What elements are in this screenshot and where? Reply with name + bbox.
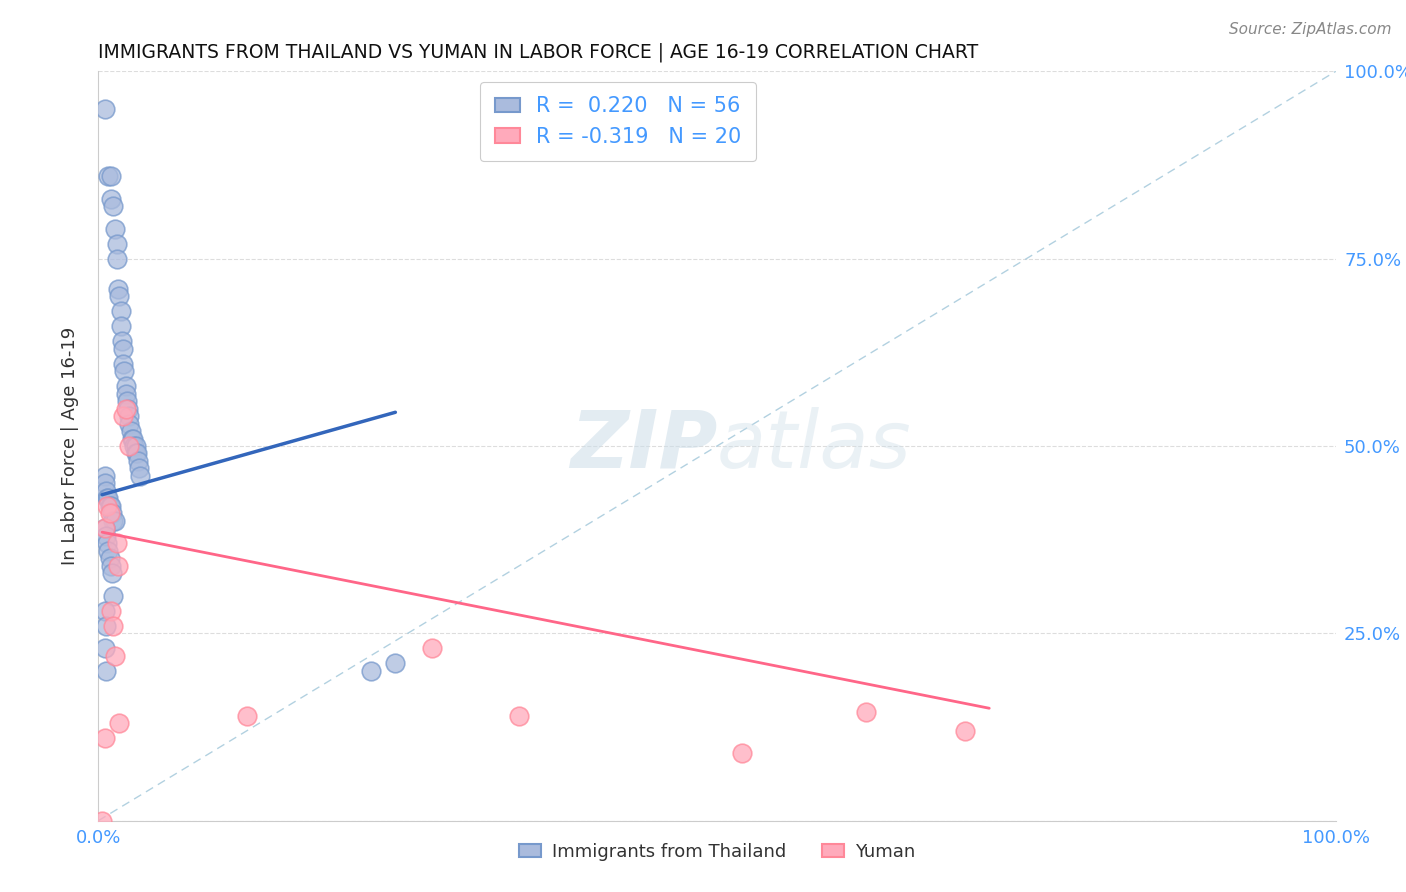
Point bbox=[118, 439, 141, 453]
Point bbox=[118, 409, 141, 423]
Point bbox=[101, 566, 124, 581]
Text: IMMIGRANTS FROM THAILAND VS YUMAN IN LABOR FORCE | AGE 16-19 CORRELATION CHART: IMMIGRANTS FROM THAILAND VS YUMAN IN LAB… bbox=[98, 43, 979, 62]
Point bbox=[93, 521, 115, 535]
Y-axis label: In Labor Force | Age 16-19: In Labor Force | Age 16-19 bbox=[60, 326, 79, 566]
Point bbox=[97, 169, 120, 184]
Point bbox=[91, 814, 114, 828]
Point bbox=[112, 364, 135, 378]
Point bbox=[127, 454, 149, 468]
Point bbox=[97, 491, 120, 506]
Point bbox=[105, 236, 128, 251]
Point bbox=[100, 558, 122, 573]
Point bbox=[98, 499, 121, 513]
Point bbox=[128, 461, 150, 475]
Point bbox=[107, 558, 129, 573]
Point bbox=[360, 664, 382, 678]
Point bbox=[98, 551, 121, 566]
Point bbox=[100, 499, 122, 513]
Point bbox=[103, 589, 125, 603]
Point bbox=[114, 379, 136, 393]
Point bbox=[93, 521, 115, 535]
Point bbox=[855, 705, 877, 719]
Point bbox=[100, 192, 122, 206]
Text: atlas: atlas bbox=[717, 407, 912, 485]
Point bbox=[94, 529, 117, 543]
Point bbox=[103, 648, 125, 663]
Point bbox=[101, 507, 124, 521]
Point bbox=[112, 342, 135, 356]
Point bbox=[103, 514, 125, 528]
Point bbox=[100, 169, 122, 184]
Point bbox=[422, 641, 444, 656]
Point bbox=[121, 432, 143, 446]
Point bbox=[120, 424, 142, 438]
Point bbox=[94, 483, 117, 498]
Point bbox=[96, 499, 118, 513]
Point bbox=[100, 604, 122, 618]
Point bbox=[103, 199, 125, 213]
Point bbox=[97, 544, 120, 558]
Point bbox=[103, 619, 125, 633]
Point bbox=[117, 401, 139, 416]
Point bbox=[125, 446, 148, 460]
Point bbox=[124, 446, 146, 460]
Point bbox=[124, 439, 146, 453]
Legend: Immigrants from Thailand, Yuman: Immigrants from Thailand, Yuman bbox=[512, 836, 922, 868]
Point bbox=[94, 664, 117, 678]
Text: Source: ZipAtlas.com: Source: ZipAtlas.com bbox=[1229, 22, 1392, 37]
Point bbox=[110, 304, 132, 318]
Point bbox=[112, 357, 135, 371]
Point bbox=[108, 716, 131, 731]
Point bbox=[96, 491, 118, 506]
Point bbox=[236, 708, 259, 723]
Point bbox=[93, 641, 115, 656]
Point bbox=[118, 417, 141, 431]
Point bbox=[384, 657, 406, 671]
Point bbox=[953, 723, 976, 738]
Point bbox=[508, 708, 530, 723]
Point bbox=[129, 469, 152, 483]
Point bbox=[111, 334, 134, 348]
Point bbox=[731, 746, 754, 760]
Point bbox=[93, 604, 115, 618]
Point bbox=[110, 319, 132, 334]
Point bbox=[105, 252, 128, 266]
Point bbox=[115, 394, 138, 409]
Point bbox=[124, 439, 146, 453]
Point bbox=[107, 282, 129, 296]
Point bbox=[96, 536, 118, 550]
Point bbox=[108, 289, 131, 303]
Point bbox=[103, 514, 125, 528]
Text: ZIP: ZIP bbox=[569, 407, 717, 485]
Point bbox=[122, 432, 145, 446]
Point bbox=[112, 409, 135, 423]
Point bbox=[114, 386, 136, 401]
Point bbox=[93, 102, 115, 116]
Point bbox=[103, 221, 125, 235]
Point bbox=[98, 507, 121, 521]
Point bbox=[114, 401, 136, 416]
Point bbox=[93, 476, 115, 491]
Point bbox=[93, 731, 115, 746]
Point bbox=[94, 619, 117, 633]
Point bbox=[93, 469, 115, 483]
Point bbox=[105, 536, 128, 550]
